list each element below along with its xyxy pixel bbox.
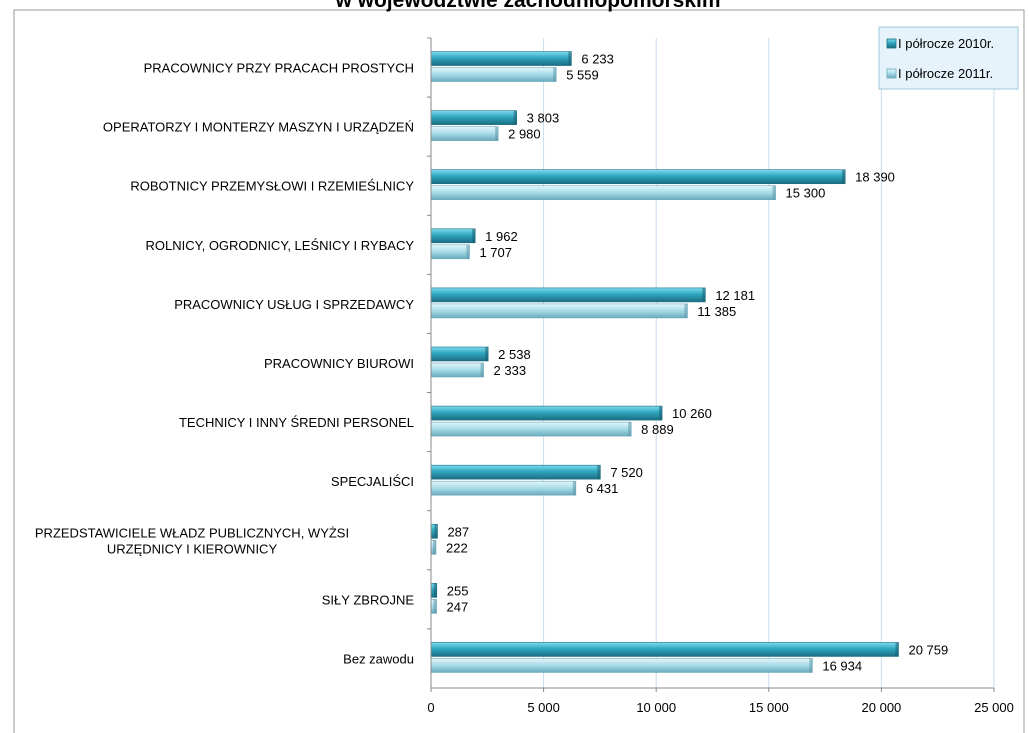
bar-end-cap <box>895 642 899 657</box>
value-label-2010: 255 <box>447 583 469 598</box>
value-label-2011: 6 431 <box>586 481 619 496</box>
category-label: PRZEDSTAWICIELE WŁADZ PUBLICZNYCH, WYŻSI… <box>35 525 349 556</box>
value-label-2010: 3 803 <box>527 111 560 126</box>
bar-2011 <box>430 421 632 437</box>
bar-2011 <box>430 185 776 201</box>
grid-lines <box>543 38 995 688</box>
x-tick-label: 15 000 <box>749 700 789 715</box>
category-label-line: PRZEDSTAWICIELE WŁADZ PUBLICZNYCH, WYŻSI <box>35 525 349 540</box>
value-label-2010: 1 962 <box>485 229 518 244</box>
legend-swatch-2011 <box>886 68 897 79</box>
bar-end-cap <box>809 658 813 673</box>
chart-frame <box>13 9 1025 733</box>
legend: I półrocze 2010r. I półrocze 2011r. <box>878 26 1019 90</box>
value-label-2011: 2 980 <box>508 127 541 142</box>
bar-end-cap <box>553 67 557 82</box>
category-label: PRACOWNICY USŁUG I SPRZEDAWCY <box>174 297 414 312</box>
legend-label-2011: I półrocze 2011r. <box>898 66 993 81</box>
bar-2011 <box>430 303 688 319</box>
bar-end-cap <box>434 524 438 539</box>
bar-end-cap <box>480 363 484 377</box>
category-label: SIŁY ZBROJNE <box>322 592 415 607</box>
category-label: OPERATORZY I MONTERZY MASZYN I URZĄDZEŃ <box>103 120 414 135</box>
value-label-2010: 20 759 <box>908 642 948 657</box>
bar-2010 <box>430 405 663 421</box>
value-label-2011: 11 385 <box>697 304 736 319</box>
value-label-2011: 15 300 <box>786 186 826 201</box>
bar-end-cap <box>628 422 632 437</box>
category-label: SPECJALIŚCI <box>331 474 414 489</box>
value-label-2010: 7 520 <box>610 465 643 480</box>
bar-2010 <box>430 51 572 66</box>
bar-2011 <box>430 658 813 673</box>
bar-end-cap <box>432 540 436 555</box>
legend-swatch-2010 <box>886 38 897 49</box>
bar-end-cap <box>513 110 517 125</box>
value-label-2010: 6 233 <box>581 52 614 67</box>
bar-2010 <box>430 464 601 480</box>
category-labels: PRACOWNICY PRZY PRACACH PROSTYCH OPERATOR… <box>35 61 414 667</box>
bar-2011 <box>430 126 499 141</box>
bar-end-cap <box>466 244 470 259</box>
bar-end-cap <box>684 303 688 318</box>
x-tick-label: 0 <box>427 700 434 715</box>
bar-end-cap <box>495 126 499 141</box>
category-label-line: URZĘDNICY I KIEROWNICY <box>107 541 278 556</box>
category-label: ROBOTNICY PRZEMYSŁOWI I RZEMIEŚLNICY <box>130 179 414 194</box>
bar-2010 <box>430 642 899 657</box>
value-label-2010: 12 181 <box>715 288 755 303</box>
value-label-2011: 247 <box>447 599 469 614</box>
bar-end-cap <box>659 406 663 421</box>
value-label-2010: 2 538 <box>498 347 531 362</box>
bar-end-cap <box>572 481 576 496</box>
category-label: PRACOWNICY PRZY PRACACH PROSTYCH <box>144 61 414 76</box>
category-label: ROLNICY, OGRODNICY, LEŚNICY I RYBACY <box>145 238 414 253</box>
bar-end-cap <box>568 51 572 66</box>
bars <box>430 51 899 673</box>
bar-end-cap <box>842 169 846 184</box>
category-label: Bez zawodu <box>343 651 414 666</box>
bar-end-cap <box>472 228 476 243</box>
value-label-2011: 222 <box>446 540 468 555</box>
bar-2011 <box>430 362 484 378</box>
legend-label-2010: I półrocze 2010r. <box>898 36 994 51</box>
bar-end-cap <box>433 583 437 598</box>
bar-2011 <box>430 480 577 496</box>
bar-end-cap <box>485 347 489 361</box>
x-tick-label: 20 000 <box>862 700 902 715</box>
value-label-2011: 1 707 <box>479 245 512 260</box>
bar-2010 <box>430 228 476 244</box>
chart-title: w województwie zachodniopomorskim <box>334 0 720 12</box>
value-label-2010: 18 390 <box>855 170 895 185</box>
category-label: TECHNICY I INNY ŚREDNI PERSONEL <box>179 415 414 430</box>
category-label: PRACOWNICY BIUROWI <box>264 356 414 371</box>
x-axis: 0 5 000 10 000 15 000 20 000 25 000 <box>427 37 1014 715</box>
bar-2010 <box>430 346 489 362</box>
bar-2010 <box>430 169 846 185</box>
bar-end-cap <box>702 287 706 302</box>
value-label-2010: 287 <box>447 524 469 539</box>
value-label-2011: 8 889 <box>641 422 674 437</box>
bar-end-cap <box>772 185 776 200</box>
bar-2010 <box>430 110 517 125</box>
value-label-2011: 5 559 <box>566 68 599 83</box>
value-label-2010: 10 260 <box>672 406 712 421</box>
legend-box <box>878 26 1019 90</box>
x-tick-label: 5 000 <box>527 700 560 715</box>
x-tick-label: 25 000 <box>974 700 1014 715</box>
bar-end-cap <box>597 465 601 480</box>
bar-2011 <box>430 67 557 82</box>
x-tick-label: 10 000 <box>636 700 676 715</box>
value-label-2011: 2 333 <box>494 363 527 378</box>
bar-2010 <box>430 287 706 303</box>
bar-end-cap <box>433 599 437 614</box>
bar-2011 <box>430 244 470 260</box>
value-label-2011: 16 934 <box>822 658 862 673</box>
